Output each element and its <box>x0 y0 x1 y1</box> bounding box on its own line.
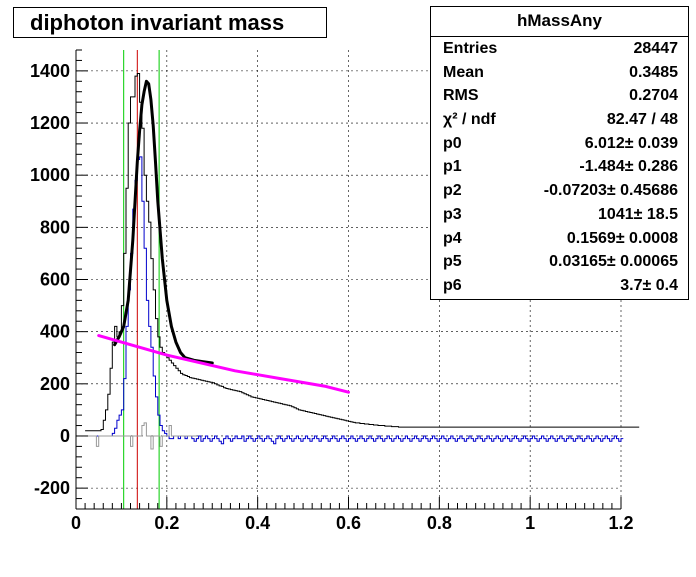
x-tick-label: 1.2 <box>608 513 633 533</box>
y-tick-label: 1400 <box>30 61 70 81</box>
stats-row: χ² / ndf 82.47 / 48 <box>431 108 688 132</box>
chart-title: diphoton invariant mass <box>13 7 327 38</box>
histogram-series <box>85 73 640 432</box>
stats-row: Entries 28447 <box>431 37 688 61</box>
y-tick-label: 800 <box>40 217 70 237</box>
stats-value: 82.47 / 48 <box>606 111 678 129</box>
x-tick-label: 1 <box>525 513 535 533</box>
stats-row: p5 0.03165± 0.00065 <box>431 250 688 274</box>
y-tick-label: 1000 <box>30 165 70 185</box>
stats-key: p0 <box>443 134 462 152</box>
x-tick-label: 0.2 <box>154 513 179 533</box>
stats-row: p6 3.7± 0.4 <box>431 274 688 298</box>
y-tick-label: -200 <box>34 478 70 498</box>
x-tick-label: 0.8 <box>427 513 452 533</box>
stats-key: χ² / ndf <box>443 111 496 129</box>
stats-value: 3.7± 0.4 <box>620 276 678 294</box>
y-tick-label: 600 <box>40 270 70 290</box>
stats-value: 6.012± 0.039 <box>584 134 678 152</box>
stats-title: hMassAny <box>431 7 688 37</box>
stats-key: Entries <box>443 40 498 57</box>
y-tick-label: 400 <box>40 322 70 342</box>
stats-row: p3 1041± 18.5 <box>431 203 688 227</box>
fit-curve <box>113 79 214 365</box>
histogram-series <box>85 422 197 450</box>
stats-key: RMS <box>443 87 479 105</box>
stats-key: p1 <box>443 158 462 176</box>
stats-key: p6 <box>443 276 462 294</box>
x-tick-label: 0 <box>71 513 81 533</box>
stats-row: Mean 0.3485 <box>431 61 688 85</box>
stats-key: Mean <box>443 63 484 81</box>
stats-value: 28447 <box>633 40 679 57</box>
stats-row: p1 -1.484± 0.286 <box>431 155 688 179</box>
y-tick-label: 200 <box>40 374 70 394</box>
fit-curve <box>97 334 350 394</box>
stats-row: p4 0.1569± 0.0008 <box>431 227 688 251</box>
stats-value: -0.07203± 0.45686 <box>543 182 678 200</box>
stats-value: 1041± 18.5 <box>598 205 678 223</box>
stats-row: p2 -0.07203± 0.45686 <box>431 179 688 203</box>
stats-row: RMS 0.2704 <box>431 84 688 108</box>
stats-value: 0.03165± 0.00065 <box>549 253 678 271</box>
stats-box: hMassAny Entries 28447 Mean 0.3485 RMS 0.27… <box>430 6 689 300</box>
stats-key: p4 <box>443 229 462 247</box>
y-tick-label: 0 <box>60 426 70 446</box>
stats-value: -1.484± 0.286 <box>579 158 678 176</box>
stats-value: 0.1569± 0.0008 <box>566 229 678 247</box>
stats-value: 0.3485 <box>629 63 678 81</box>
y-tick-label: 1200 <box>30 113 70 133</box>
stats-key: p3 <box>443 205 462 223</box>
stats-row: p0 6.012± 0.039 <box>431 132 688 156</box>
x-tick-label: 0.6 <box>336 513 361 533</box>
stats-value: 0.2704 <box>629 87 678 105</box>
stats-key: p2 <box>443 182 462 200</box>
stats-key: p5 <box>443 253 462 271</box>
chart-title-text: diphoton invariant mass <box>30 10 285 35</box>
x-tick-label: 0.4 <box>245 513 270 533</box>
